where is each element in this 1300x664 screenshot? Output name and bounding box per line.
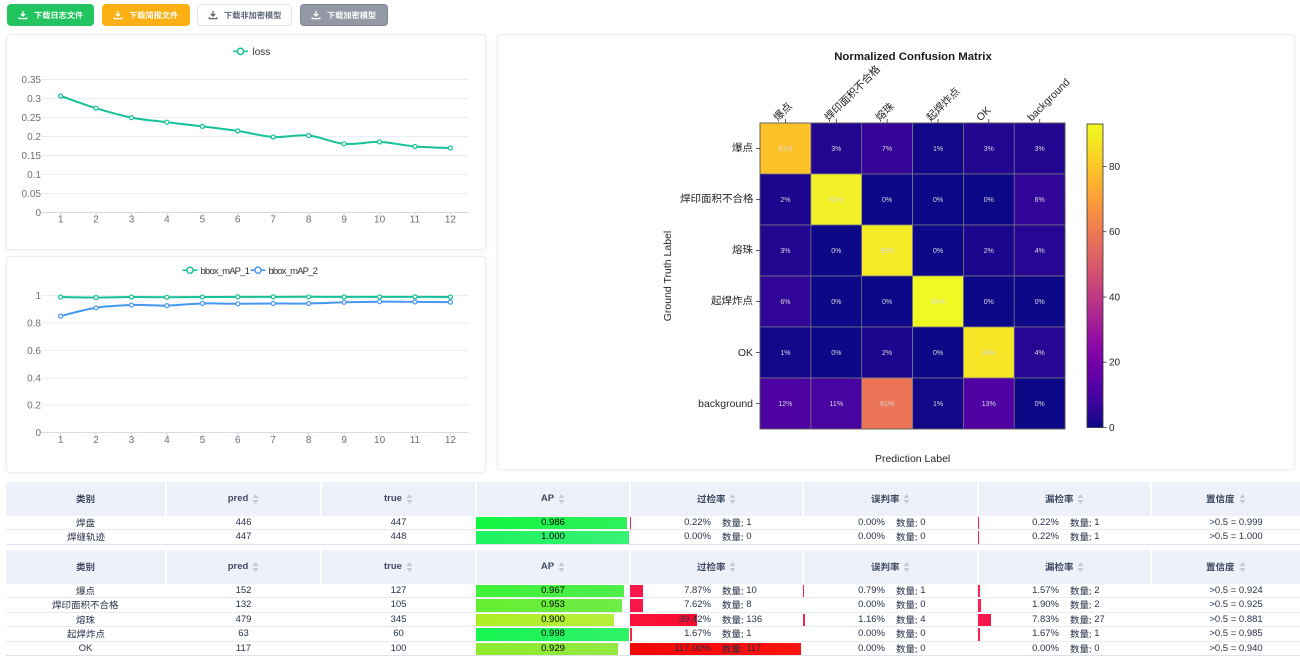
svg-text:0%: 0%: [831, 248, 841, 255]
svg-text:1%: 1%: [933, 146, 943, 153]
svg-text:2%: 2%: [882, 350, 892, 357]
svg-text:93%: 93%: [931, 299, 945, 306]
svg-text:2%: 2%: [984, 248, 994, 255]
svg-text:4%: 4%: [1035, 350, 1045, 357]
svg-text:2: 2: [93, 435, 99, 446]
svg-text:1: 1: [58, 435, 64, 446]
svg-text:bbox_mAP_2: bbox_mAP_2: [269, 266, 318, 277]
svg-text:1%: 1%: [933, 401, 943, 408]
svg-text:6: 6: [235, 215, 241, 226]
svg-text:Normalized Confusion Matrix: Normalized Confusion Matrix: [834, 51, 992, 63]
svg-text:12%: 12%: [778, 401, 792, 408]
svg-text:0%: 0%: [831, 299, 841, 306]
svg-text:0.6: 0.6: [27, 346, 41, 357]
svg-text:2: 2: [93, 215, 99, 226]
svg-text:0%: 0%: [984, 197, 994, 204]
svg-text:3%: 3%: [984, 146, 994, 153]
svg-text:11: 11: [410, 215, 421, 226]
svg-text:0%: 0%: [984, 299, 994, 306]
svg-text:7: 7: [270, 215, 276, 226]
svg-text:0.2: 0.2: [27, 132, 41, 143]
svg-text:13%: 13%: [982, 401, 996, 408]
svg-text:10: 10: [374, 435, 386, 446]
svg-text:0.15: 0.15: [22, 151, 42, 162]
svg-text:5: 5: [200, 215, 206, 226]
svg-text:1: 1: [35, 291, 41, 302]
svg-text:0.25: 0.25: [22, 113, 42, 124]
svg-text:6%: 6%: [1035, 197, 1045, 204]
svg-text:0.1: 0.1: [27, 170, 41, 181]
svg-text:12: 12: [445, 435, 457, 446]
svg-text:91%: 91%: [829, 197, 843, 204]
svg-text:1%: 1%: [780, 350, 790, 357]
svg-text:2%: 2%: [780, 197, 790, 204]
svg-text:loss: loss: [253, 47, 271, 58]
svg-text:0%: 0%: [933, 350, 943, 357]
svg-text:60: 60: [1109, 227, 1121, 238]
svg-text:6%: 6%: [780, 299, 790, 306]
svg-text:89%: 89%: [982, 350, 996, 357]
svg-text:0.4: 0.4: [27, 373, 41, 384]
svg-text:0.05: 0.05: [22, 189, 42, 200]
svg-text:3%: 3%: [780, 248, 790, 255]
svg-text:Prediction Label: Prediction Label: [875, 453, 950, 465]
svg-text:0.8: 0.8: [27, 318, 41, 329]
svg-text:0%: 0%: [1035, 401, 1045, 408]
svg-text:80: 80: [1109, 162, 1121, 173]
svg-text:7%: 7%: [882, 146, 892, 153]
svg-text:3%: 3%: [831, 146, 841, 153]
svg-text:61%: 61%: [880, 401, 894, 408]
svg-text:3: 3: [129, 215, 135, 226]
svg-text:0: 0: [1109, 423, 1115, 434]
svg-text:0.3: 0.3: [27, 94, 41, 105]
svg-text:1: 1: [58, 215, 64, 226]
svg-text:Ground Truth Label: Ground Truth Label: [662, 231, 674, 321]
svg-text:0%: 0%: [933, 248, 943, 255]
svg-text:11%: 11%: [830, 401, 844, 408]
svg-text:4: 4: [164, 215, 170, 226]
svg-text:40: 40: [1109, 293, 1121, 304]
svg-text:81%: 81%: [778, 146, 792, 153]
svg-text:5: 5: [200, 435, 206, 446]
svg-text:9: 9: [341, 435, 347, 446]
svg-text:4%: 4%: [1035, 248, 1045, 255]
svg-text:0%: 0%: [831, 350, 841, 357]
svg-text:0.2: 0.2: [27, 401, 41, 412]
svg-text:0%: 0%: [933, 197, 943, 204]
svg-text:12: 12: [445, 215, 457, 226]
svg-text:6: 6: [235, 435, 241, 446]
svg-text:7: 7: [270, 435, 276, 446]
svg-text:20: 20: [1109, 358, 1121, 369]
svg-text:0: 0: [35, 208, 41, 219]
svg-text:0%: 0%: [882, 197, 892, 204]
svg-text:9: 9: [341, 215, 347, 226]
svg-text:8: 8: [306, 215, 312, 226]
svg-text:90%: 90%: [880, 248, 894, 255]
svg-text:0%: 0%: [1035, 299, 1045, 306]
svg-text:3%: 3%: [1035, 146, 1045, 153]
svg-text:bbox_mAP_1: bbox_mAP_1: [201, 266, 250, 277]
svg-text:0%: 0%: [882, 299, 892, 306]
svg-text:10: 10: [374, 215, 386, 226]
svg-text:0.35: 0.35: [22, 75, 42, 86]
svg-text:8: 8: [306, 435, 312, 446]
svg-text:11: 11: [410, 435, 421, 446]
svg-text:3: 3: [129, 435, 135, 446]
svg-text:4: 4: [164, 435, 170, 446]
svg-text:0: 0: [35, 428, 41, 439]
